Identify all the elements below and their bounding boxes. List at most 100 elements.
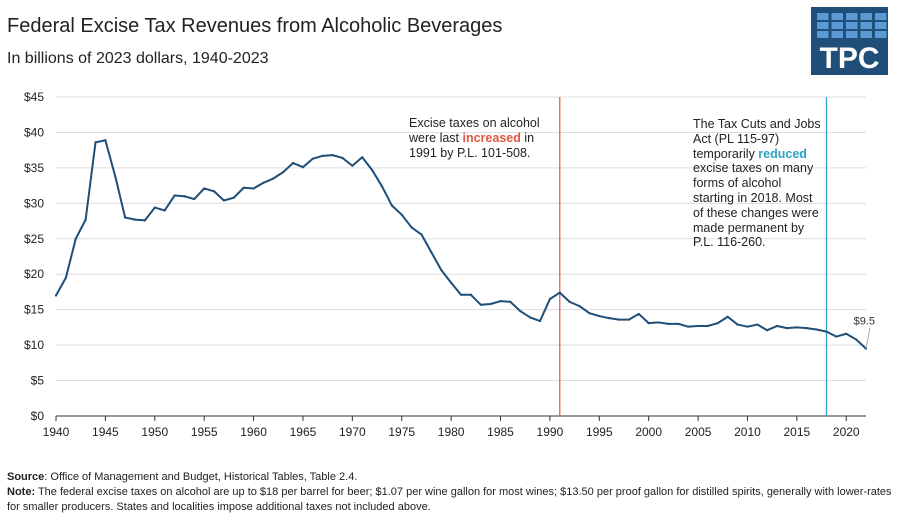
data-point — [716, 322, 719, 325]
data-point — [785, 326, 789, 330]
logo-cell — [875, 22, 887, 29]
x-tick-label: 2010 — [734, 425, 761, 439]
x-tick-label: 1945 — [92, 425, 119, 439]
data-point — [519, 309, 522, 313]
data-point — [855, 338, 858, 341]
source-text: : Office of Management and Budget, Histo… — [44, 471, 358, 483]
logo-cell — [846, 22, 858, 29]
x-tick-label: 1965 — [290, 425, 317, 439]
y-tick-label: $35 — [24, 161, 44, 175]
logo-cell — [817, 31, 829, 38]
x-tick-label: 1980 — [438, 425, 465, 439]
data-point — [114, 175, 117, 178]
logo-cell — [860, 22, 872, 29]
y-tick-label: $0 — [31, 409, 45, 423]
data-point — [588, 312, 591, 315]
data-point — [341, 156, 344, 160]
annotation-2018-reduction: The Tax Cuts and Jobs Act (PL 115-97) te… — [693, 117, 823, 250]
data-point — [410, 226, 413, 229]
logo-cell — [831, 13, 843, 20]
data-point — [726, 315, 729, 318]
data-point — [459, 293, 463, 296]
line-chart: $0 $5 $10 $15 $20 $25 $30 $35 $40 $45 1940 1945 195… — [24, 90, 875, 439]
logo-cell — [875, 31, 887, 38]
data-point — [657, 321, 660, 324]
logo-cell — [875, 13, 887, 20]
x-tick-label: 1990 — [537, 425, 564, 439]
x-tick-label: 2020 — [833, 425, 860, 439]
data-point — [321, 154, 324, 157]
data-point — [775, 324, 779, 328]
data-point — [568, 300, 571, 303]
gridlines — [56, 96, 866, 382]
y-tick-label: $10 — [24, 338, 44, 352]
data-point — [805, 326, 808, 330]
y-axis-ticks: $0 $5 $10 $15 $20 $25 $30 $35 $40 $45 — [24, 90, 44, 423]
data-point — [193, 197, 196, 201]
data-point — [301, 166, 305, 169]
data-point — [440, 268, 443, 272]
logo-cell — [831, 22, 843, 29]
data-point — [331, 154, 334, 157]
x-tick-label: 1955 — [191, 425, 218, 439]
data-point — [420, 233, 423, 236]
data-point — [94, 141, 97, 144]
note-line: Note: The federal excise taxes on alcoho… — [7, 485, 895, 515]
data-point — [124, 216, 127, 219]
data-point — [430, 251, 433, 254]
data-point — [627, 318, 631, 321]
data-point — [351, 164, 354, 167]
data-point — [696, 324, 700, 328]
data-point — [706, 324, 710, 328]
annotation-1991-increase: Excise taxes on alcohol were last increa… — [409, 116, 554, 160]
y-tick-label: $15 — [24, 303, 44, 317]
data-point — [598, 314, 601, 318]
logo-cell — [817, 13, 829, 20]
data-point — [509, 300, 512, 303]
logo-cell — [846, 31, 858, 38]
logo-cell — [846, 13, 858, 20]
data-point — [687, 325, 690, 328]
annotation-2018-text-start: The Tax Cuts and Jobs Act (PL 115-97) te… — [693, 117, 821, 161]
x-tick-label: 1985 — [487, 425, 514, 439]
data-point — [746, 325, 749, 328]
data-point — [558, 291, 561, 294]
data-point — [489, 302, 492, 306]
data-point — [173, 194, 176, 197]
data-point — [617, 318, 621, 321]
x-tick-label: 1970 — [339, 425, 366, 439]
data-point — [252, 187, 255, 190]
data-point — [133, 218, 137, 221]
y-tick-label: $25 — [24, 232, 44, 246]
x-tick-label: 1960 — [240, 425, 267, 439]
logo-cell — [860, 13, 872, 20]
data-point — [291, 161, 295, 165]
x-tick-label: 1975 — [388, 425, 415, 439]
series-points — [54, 139, 868, 350]
data-point — [469, 293, 472, 296]
note-label: Note: — [7, 486, 36, 498]
data-point — [203, 187, 206, 190]
data-point — [104, 139, 107, 142]
source-label: Source — [7, 471, 45, 483]
data-point — [183, 195, 186, 198]
data-point — [262, 181, 265, 184]
data-point — [835, 335, 838, 338]
source-line: Source: Office of Management and Budget,… — [7, 470, 895, 485]
y-tick-label: $5 — [31, 374, 45, 388]
x-tick-label: 1995 — [586, 425, 613, 439]
vertical-markers — [559, 97, 828, 416]
data-point — [361, 156, 364, 159]
data-point — [548, 297, 552, 301]
data-point — [311, 157, 314, 160]
x-tick-label: 1950 — [141, 425, 168, 439]
end-label-connector — [865, 327, 871, 349]
data-point — [736, 323, 739, 326]
data-point — [370, 168, 374, 172]
data-point — [845, 332, 848, 335]
x-tick-label: 2015 — [784, 425, 811, 439]
data-point — [637, 312, 640, 316]
data-point — [825, 330, 828, 333]
x-axis-ticks: 1940 1945 1950 1955 1960 1965 1970 1975 1980 1985… — [43, 416, 860, 439]
data-point — [74, 237, 77, 240]
